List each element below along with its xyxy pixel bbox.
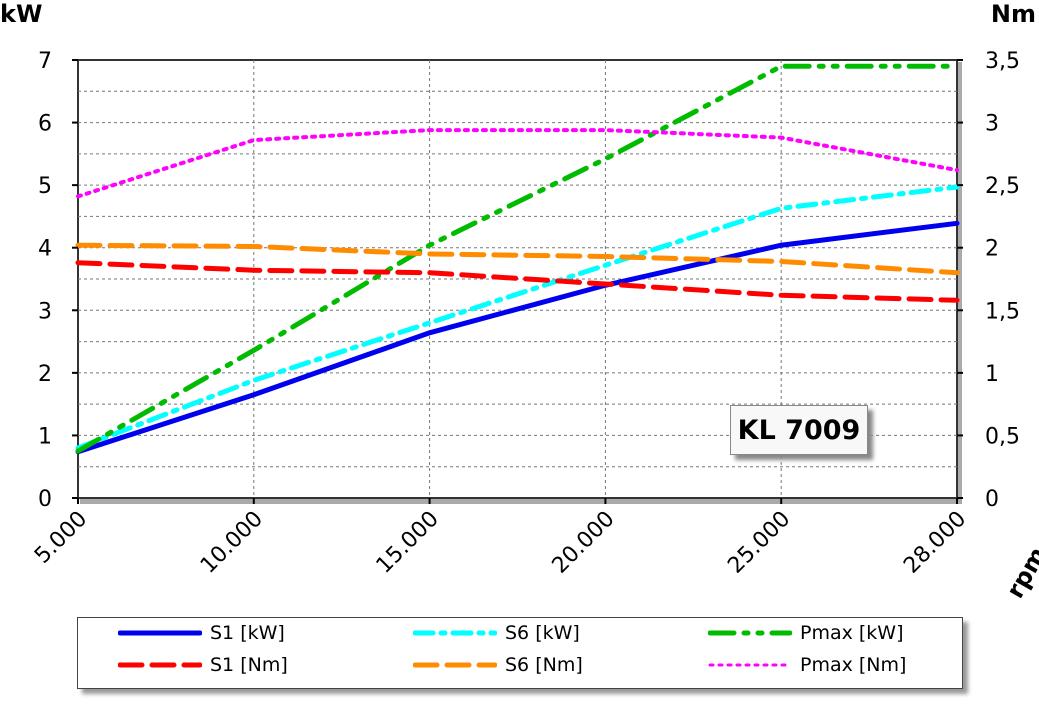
legend-label: Pmax [kW] [800, 622, 904, 644]
series-line-pmax-nm- [76, 128, 959, 199]
legend-swatch [413, 662, 497, 668]
legend: S1 [kW] S6 [kW] Pmax [kW] S1 [Nm] S6 [Nm] Pma… [77, 617, 963, 689]
x-tick-label: 15.000 [372, 507, 444, 579]
x-tick-label: 25.000 [723, 507, 795, 579]
left-tick-label: 3 [38, 299, 52, 324]
x-tick-label: 20.000 [548, 507, 620, 579]
legend-swatch [118, 662, 202, 668]
right-tick-label: 3,5 [985, 49, 1020, 74]
right-tick-label: 0 [985, 487, 999, 512]
legend-label: S6 [Nm] [505, 654, 583, 676]
right-axis-unit: Nm [991, 0, 1036, 28]
legend-item: Pmax [Nm] [708, 654, 906, 676]
left-tick-label: 2 [38, 362, 52, 387]
series-line-s6-kw- [75, 184, 960, 451]
right-tick-label: 1 [985, 362, 999, 387]
legend-label: S1 [Nm] [210, 654, 288, 676]
legend-item: Pmax [kW] [708, 622, 904, 644]
x-axis-unit: rpm [1001, 542, 1039, 603]
right-tick-label: 2,5 [985, 174, 1020, 199]
series-line-s6-nm- [75, 242, 960, 276]
right-tick-label: 2 [985, 237, 999, 262]
legend-label: S1 [kW] [210, 622, 285, 644]
legend-item: S1 [kW] [118, 622, 285, 644]
series-lines [75, 63, 960, 455]
right-tick-label: 1,5 [985, 299, 1020, 324]
left-tick-label: 5 [38, 174, 52, 199]
x-tick-label: 10.000 [196, 507, 268, 579]
left-tick-label: 0 [38, 487, 52, 512]
legend-swatch [708, 630, 792, 636]
legend-label: Pmax [Nm] [800, 654, 907, 676]
legend-item: S6 [kW] [413, 622, 580, 644]
legend-swatch [118, 630, 202, 636]
left-tick-label: 4 [38, 237, 52, 262]
left-axis-unit: kW [0, 0, 42, 28]
model-label: KL 7009 [730, 405, 868, 455]
series-line-pmax-kw- [75, 63, 960, 454]
right-tick-label: 3 [985, 112, 999, 137]
legend-item: S1 [Nm] [118, 654, 288, 676]
series-line-s1-kw- [75, 220, 960, 455]
legend-label: S6 [kW] [505, 622, 580, 644]
x-tick-label: 5.000 [30, 507, 92, 569]
right-tick-label: 0,5 [985, 424, 1020, 449]
legend-swatch [708, 663, 792, 667]
legend-item: S6 [Nm] [413, 654, 583, 676]
series-line-s1-nm- [75, 260, 960, 303]
left-tick-label: 7 [38, 49, 52, 74]
legend-swatch [413, 630, 497, 636]
left-tick-label: 6 [38, 112, 52, 137]
left-tick-label: 1 [38, 424, 52, 449]
x-tick-label: 28.000 [899, 507, 971, 579]
